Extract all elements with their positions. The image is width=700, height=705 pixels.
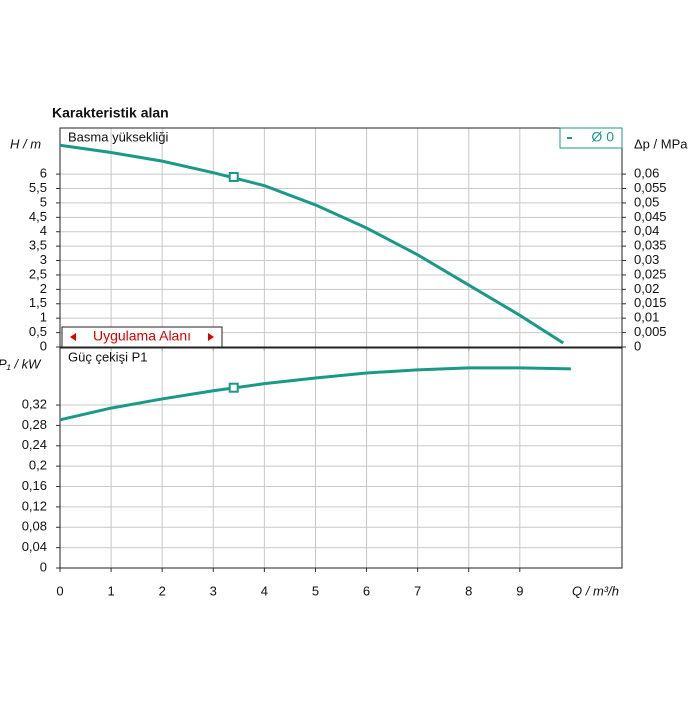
application-area-box (61, 326, 223, 348)
x-tick-label: 9 (516, 583, 523, 598)
y-tick-label: 1,5 (29, 295, 47, 310)
y2-tick-label: 0 (634, 338, 641, 353)
y-tick-label: 2 (40, 281, 47, 296)
x-tick-label: 8 (465, 583, 472, 598)
y-tick-label: 2,5 (29, 266, 47, 281)
y-tick-label: 0,32 (22, 396, 47, 411)
y-tick-label: 3,5 (29, 238, 47, 253)
y-axis-label: H / m (10, 136, 41, 151)
y-tick-label: 0,24 (22, 437, 47, 452)
y-tick-label: 0,16 (22, 478, 47, 493)
arrow-left (70, 333, 76, 341)
x-tick-label: 3 (210, 583, 217, 598)
y2-tick-label: 0,03 (634, 252, 659, 267)
subtitle: Güç çekişi P1 (68, 349, 147, 364)
y2-tick-label: 0,05 (634, 194, 659, 209)
y-tick-label: 3 (40, 252, 47, 267)
x-tick-label: 6 (363, 583, 370, 598)
legend-box (559, 127, 623, 149)
x-tick-label: 0 (56, 583, 63, 598)
y2-tick-label: 0,035 (634, 238, 667, 253)
x-tick-label: 7 (414, 583, 421, 598)
operating-point (228, 382, 239, 393)
y-tick-label: 0 (40, 338, 47, 353)
y-tick-label: 0,08 (22, 519, 47, 534)
x-tick-label: 1 (107, 583, 114, 598)
x-tick-label: 5 (312, 583, 319, 598)
y-tick-label: 4 (40, 223, 47, 238)
y2-tick-label: 0,04 (634, 223, 659, 238)
curve (59, 366, 571, 422)
plot-frame (59, 127, 623, 348)
y2-tick-label: 0,015 (634, 295, 667, 310)
curve (59, 143, 565, 345)
y-axis-label: P₁ / kW (0, 356, 42, 371)
chart-title: Karakteristik alan (52, 105, 169, 121)
y-tick-label: 0 (40, 559, 47, 574)
y2-tick-label: 0,005 (634, 324, 667, 339)
y-tick-label: 5 (40, 194, 47, 209)
y-tick-label: 5,5 (29, 180, 47, 195)
operating-point (228, 171, 239, 182)
x-tick-label: 4 (261, 583, 268, 598)
x-axis-label: Q / m³/h (572, 583, 619, 598)
application-area: Uygulama Alanı (93, 328, 191, 344)
y2-tick-label: 0,01 (634, 310, 659, 325)
y-tick-label: 0,2 (29, 458, 47, 473)
y2-tick-label: 0,025 (634, 266, 667, 281)
y2-axis-label: Δp / MPa (634, 136, 688, 151)
subtitle: Basma yüksekliği (68, 129, 169, 144)
y-tick-label: 0,12 (22, 498, 47, 513)
y-tick-label: 6 (40, 166, 47, 181)
y2-tick-label: 0,06 (634, 166, 659, 181)
y-tick-label: 4,5 (29, 209, 47, 224)
y2-tick-label: 0,02 (634, 281, 659, 296)
arrow-right (208, 333, 214, 341)
plot-frame (59, 347, 623, 569)
y2-tick-label: 0,055 (634, 180, 667, 195)
legend-label: Ø 0 (591, 129, 614, 145)
y-tick-label: 1 (40, 310, 47, 325)
y-tick-label: 0,04 (22, 539, 47, 554)
x-tick-label: 2 (159, 583, 166, 598)
y-tick-label: 0,28 (22, 417, 47, 432)
y2-tick-label: 0,045 (634, 209, 667, 224)
y-tick-label: 0,5 (29, 324, 47, 339)
